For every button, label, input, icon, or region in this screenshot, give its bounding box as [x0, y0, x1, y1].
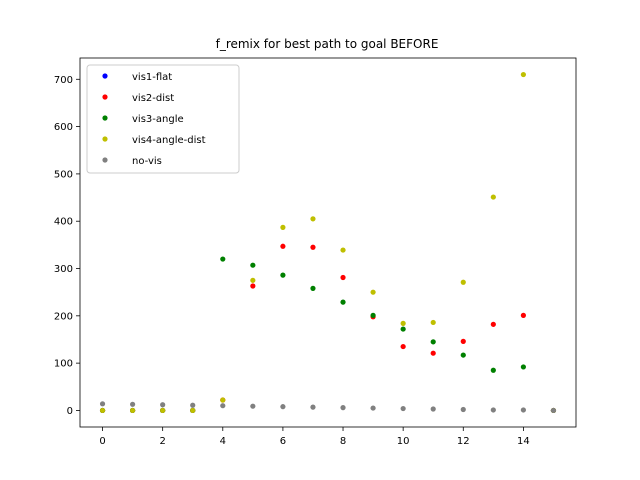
point-vis3-angle [250, 262, 256, 268]
point-vis3-angle [400, 326, 406, 332]
legend-label: vis4-angle-dist [132, 135, 206, 146]
legend-marker [102, 73, 108, 79]
point-vis2-dist [400, 343, 406, 350]
axes-frame [79, 57, 577, 428]
point-vis2-dist [520, 312, 526, 318]
axis-ticks: 0 2 4 6 8 10 12 14 0 100 200 300 400 500 600 700 [54, 75, 530, 447]
point-no-vis [310, 404, 316, 410]
legend-label: vis3-angle [132, 114, 184, 125]
point-vis3-angle [340, 299, 346, 305]
data-points [99, 71, 557, 414]
point-vis4-angle-dist [160, 407, 166, 414]
y-tick-label: 300 [54, 264, 73, 275]
legend-label: vis2-dist [132, 93, 174, 104]
y-tick-label: 700 [54, 75, 73, 86]
y-tick-label: 0 [67, 406, 73, 417]
point-vis3-angle [280, 272, 286, 278]
x-tick-label: 6 [280, 436, 286, 447]
point-vis4-angle-dist [190, 407, 196, 414]
point-vis4-angle-dist [490, 194, 496, 200]
point-vis2-dist [340, 274, 346, 281]
point-vis4-angle-dist [99, 407, 106, 414]
point-vis4-angle-dist [400, 320, 406, 326]
x-tick-label: 4 [220, 436, 226, 447]
point-vis2-dist [490, 321, 496, 327]
point-no-vis [130, 401, 136, 407]
point-vis3-angle [310, 285, 316, 291]
point-no-vis [550, 407, 557, 414]
legend-box [86, 64, 240, 174]
point-vis2-dist [250, 283, 256, 289]
point-vis3-angle [370, 312, 376, 318]
legend: vis1-flat vis2-dist vis3-angle vis4-angle-d… [86, 64, 240, 174]
point-no-vis [490, 407, 496, 413]
y-tick-label: 500 [54, 169, 73, 180]
y-tick-label: 400 [54, 217, 73, 228]
point-vis3-angle [460, 352, 466, 358]
point-vis4-angle-dist [460, 279, 466, 285]
point-vis2-dist [460, 338, 466, 344]
point-vis2-dist [310, 244, 316, 250]
point-vis3-angle [520, 364, 526, 370]
x-tick-label: 8 [340, 436, 346, 447]
legend-marker [102, 136, 108, 142]
point-vis4-angle-dist [310, 216, 316, 222]
y-tick-label: 600 [54, 122, 73, 133]
x-tick-label: 0 [99, 436, 105, 447]
point-vis4-angle-dist [280, 224, 286, 230]
point-no-vis [400, 405, 406, 412]
legend-marker [102, 115, 108, 121]
point-vis3-angle [430, 339, 436, 345]
point-vis3-angle [490, 367, 496, 373]
legend-label: vis1-flat [132, 72, 172, 83]
point-no-vis [280, 404, 286, 410]
point-vis2-dist [280, 243, 286, 249]
y-tick-label: 100 [54, 359, 73, 370]
legend-label: no-vis [132, 156, 162, 167]
point-vis4-angle-dist [430, 319, 436, 326]
point-vis4-angle-dist [370, 289, 376, 295]
point-no-vis [340, 405, 346, 411]
point-no-vis [250, 403, 256, 409]
x-tick-label: 12 [457, 436, 470, 447]
point-no-vis [430, 406, 436, 412]
x-tick-label: 10 [397, 436, 410, 447]
point-vis2-dist [430, 350, 436, 356]
point-vis4-angle-dist [130, 407, 136, 414]
point-no-vis [370, 405, 376, 411]
chart-title: f_remix for best path to goal BEFORE [216, 37, 439, 51]
point-vis4-angle-dist [250, 277, 256, 283]
point-no-vis [190, 402, 196, 408]
point-no-vis [99, 401, 106, 407]
point-no-vis [460, 406, 466, 413]
x-tick-label: 2 [159, 436, 165, 447]
point-no-vis [160, 402, 166, 408]
point-vis4-angle-dist [220, 397, 226, 403]
x-tick-label: 14 [517, 436, 530, 447]
y-tick-label: 200 [54, 311, 73, 322]
point-vis4-angle-dist [520, 71, 526, 78]
point-vis3-angle [220, 256, 226, 262]
legend-marker [102, 94, 108, 100]
point-no-vis [520, 407, 526, 413]
point-vis4-angle-dist [340, 247, 346, 253]
point-no-vis [220, 403, 226, 409]
legend-marker [102, 157, 108, 163]
